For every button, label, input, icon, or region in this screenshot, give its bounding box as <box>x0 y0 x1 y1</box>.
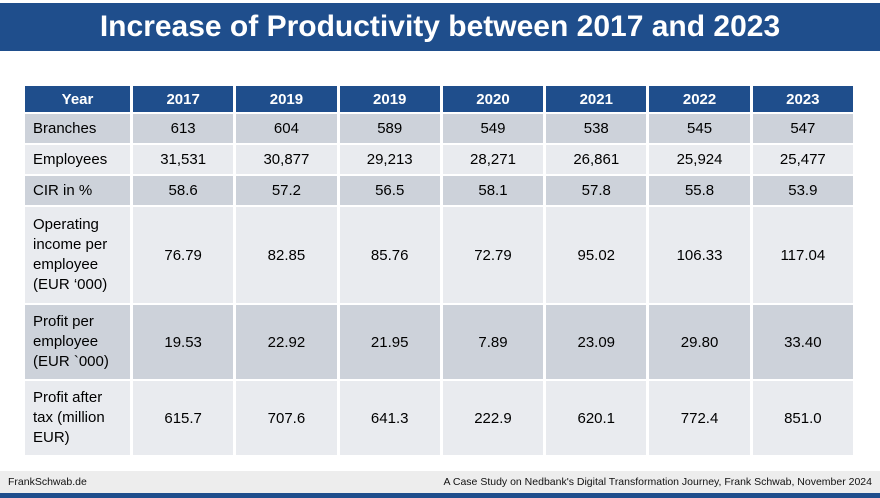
footer-left-link[interactable]: FrankSchwab.de <box>8 476 87 488</box>
header-cell-7: 2023 <box>752 86 853 112</box>
data-cell: 545 <box>649 114 750 143</box>
data-cell: 25,924 <box>649 145 750 174</box>
data-cell: 641.3 <box>339 381 440 455</box>
table-row: Profit per employee (EUR `000) 19.53 22.92… <box>25 305 853 379</box>
data-cell: 615.7 <box>133 381 234 455</box>
row-label: Profit per employee (EUR `000) <box>25 305 130 379</box>
data-cell: 25,477 <box>752 145 853 174</box>
productivity-table: Year 2017 2019 2019 2020 2021 2022 2023 Branche… <box>22 84 856 457</box>
table-header-row: Year 2017 2019 2019 2020 2021 2022 2023 <box>25 86 853 112</box>
data-cell: 85.76 <box>339 207 440 303</box>
data-cell: 117.04 <box>752 207 853 303</box>
data-cell: 851.0 <box>752 381 853 455</box>
bottom-accent-bar <box>0 493 880 498</box>
data-cell: 613 <box>133 114 234 143</box>
data-cell: 772.4 <box>649 381 750 455</box>
data-cell: 538 <box>546 114 647 143</box>
data-cell: 22.92 <box>236 305 337 379</box>
data-cell: 55.8 <box>649 176 750 205</box>
row-label: Employees <box>25 145 130 174</box>
data-cell: 58.6 <box>133 176 234 205</box>
data-cell: 28,271 <box>442 145 544 174</box>
data-cell: 26,861 <box>546 145 647 174</box>
data-cell: 589 <box>339 114 440 143</box>
data-cell: 19.53 <box>133 305 234 379</box>
data-cell: 72.79 <box>442 207 544 303</box>
row-label: Branches <box>25 114 130 143</box>
row-label: Operating income per employee (EUR ‘000) <box>25 207 130 303</box>
data-cell: 7.89 <box>442 305 544 379</box>
data-cell: 707.6 <box>236 381 337 455</box>
data-cell: 76.79 <box>133 207 234 303</box>
data-cell: 58.1 <box>442 176 544 205</box>
row-label: CIR in % <box>25 176 130 205</box>
table-row: Branches 613 604 589 549 538 545 547 <box>25 114 853 143</box>
data-cell: 222.9 <box>442 381 544 455</box>
data-cell: 31,531 <box>133 145 234 174</box>
table-row: Employees 31,531 30,877 29,213 28,271 26,861 2… <box>25 145 853 174</box>
data-cell: 30,877 <box>236 145 337 174</box>
data-cell: 106.33 <box>649 207 750 303</box>
header-cell-6: 2022 <box>649 86 750 112</box>
data-cell: 549 <box>442 114 544 143</box>
header-cell-year: Year <box>25 86 130 112</box>
footer-right-text: A Case Study on Nedbank's Digital Transf… <box>443 476 872 488</box>
data-cell: 56.5 <box>339 176 440 205</box>
header-cell-3: 2019 <box>339 86 440 112</box>
table-row: CIR in % 58.6 57.2 56.5 58.1 57.8 55.8 53.9 <box>25 176 853 205</box>
data-cell: 29,213 <box>339 145 440 174</box>
data-cell: 33.40 <box>752 305 853 379</box>
data-cell: 21.95 <box>339 305 440 379</box>
data-cell: 604 <box>236 114 337 143</box>
data-cell: 53.9 <box>752 176 853 205</box>
data-cell: 23.09 <box>546 305 647 379</box>
data-cell: 57.8 <box>546 176 647 205</box>
header-cell-2: 2019 <box>236 86 337 112</box>
data-cell: 29.80 <box>649 305 750 379</box>
title-banner: Increase of Productivity between 2017 an… <box>0 3 880 51</box>
header-cell-1: 2017 <box>133 86 234 112</box>
data-cell: 95.02 <box>546 207 647 303</box>
header-cell-5: 2021 <box>546 86 647 112</box>
row-label: Profit after tax (million EUR) <box>25 381 130 455</box>
page-title: Increase of Productivity between 2017 an… <box>99 10 781 43</box>
data-cell: 547 <box>752 114 853 143</box>
table-container: Year 2017 2019 2019 2020 2021 2022 2023 Branche… <box>22 84 856 457</box>
data-cell: 57.2 <box>236 176 337 205</box>
data-cell: 620.1 <box>546 381 647 455</box>
table-row: Operating income per employee (EUR ‘000)… <box>25 207 853 303</box>
data-cell: 82.85 <box>236 207 337 303</box>
footer: FrankSchwab.de A Case Study on Nedbank's… <box>0 471 880 493</box>
header-cell-4: 2020 <box>442 86 544 112</box>
table-row: Profit after tax (million EUR) 615.7 707.6… <box>25 381 853 455</box>
